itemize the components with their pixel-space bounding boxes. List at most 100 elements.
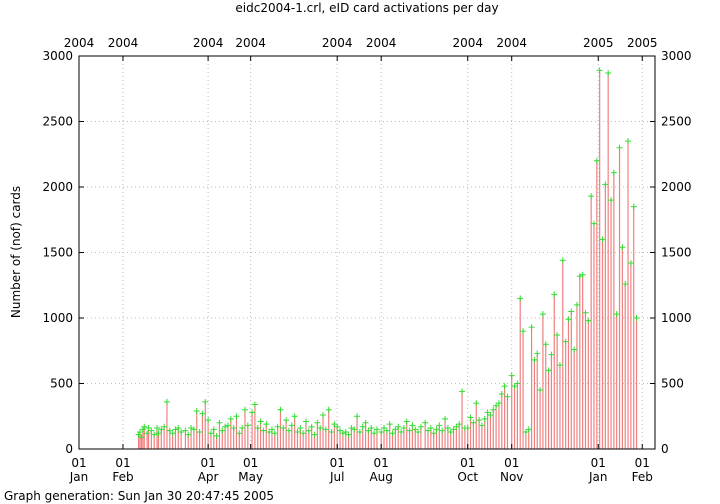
x-tick-label-year: 2004 [193,36,224,50]
data-point [464,425,471,432]
data-point [398,428,405,435]
grid-lines [79,56,655,449]
data-point [138,434,145,441]
data-point [481,415,488,422]
data-point [172,426,179,433]
data-point [542,341,549,348]
x-tick-label-day: 01 [374,456,389,470]
data-point [422,419,429,426]
data-point [141,423,148,430]
data-point [196,428,203,435]
data-point [144,430,151,437]
data-point [154,425,161,432]
y-tick-label-right: 1000 [661,311,692,325]
data-point [219,427,226,434]
data-point [213,432,220,439]
data-point [288,422,295,429]
data-point [427,425,434,432]
x-tick-label-day: 01 [243,456,258,470]
x-tick-label-year: 2004 [108,36,139,50]
data-point [155,430,162,437]
data-point [348,425,355,432]
data-point [582,309,589,316]
data-point [444,425,451,432]
x-tick-label-month: Jan [588,470,608,484]
y-tick-label-right: 2000 [661,180,692,194]
data-point [406,427,413,434]
y-tick-label-right: 3000 [661,49,692,63]
data-point [188,425,195,432]
data-point [320,411,327,418]
data-point [373,426,380,433]
data-point [525,426,532,433]
data-point [403,418,410,425]
data-point [467,414,474,421]
data-point [317,425,324,432]
data-point [137,428,144,435]
data-point [285,427,292,434]
data-point [531,356,538,363]
data-point [630,203,637,210]
data-point [602,181,609,188]
data-point [490,406,497,413]
data-point [236,430,243,437]
data-point [610,169,617,176]
x-tick-label-day: 01 [115,456,130,470]
data-point [139,426,146,433]
data-point [202,398,209,405]
x-tick-label-day: 01 [71,456,86,470]
y-tick-label-left: 3000 [42,49,73,63]
data-point [190,426,197,433]
data-point [230,425,237,432]
data-point [433,426,440,433]
data-point [613,311,620,318]
data-point [633,315,640,321]
data-point [224,422,231,429]
data-point [371,430,378,437]
data-point [161,423,168,430]
data-point [300,430,307,437]
data-point [539,311,546,318]
y-tick-label-right: 1500 [661,246,692,260]
data-point [417,423,424,430]
data-point [453,423,460,430]
data-point [331,421,338,428]
data-point [616,144,623,151]
data-point [378,428,385,435]
data-point [498,390,505,397]
data-point [263,421,270,428]
x-tick-label-day: 01 [591,456,606,470]
data-point [559,257,566,264]
x-tick-label-year: 2004 [496,36,527,50]
data-point [345,431,352,438]
data-point [386,421,393,428]
data-point [175,425,182,432]
data-point [339,430,346,437]
data-point [599,236,606,243]
data-point [585,317,592,324]
data-point [568,308,575,315]
data-point [571,346,578,353]
x-tick-label-year: 2004 [64,36,95,50]
data-point [222,423,229,430]
data-point [383,427,390,434]
data-point [590,220,597,227]
data-point [178,428,185,435]
data-point [207,430,214,437]
data-point [158,426,165,433]
data-point [257,418,264,425]
x-tick-label-year: 2004 [235,36,266,50]
data-point [622,280,629,287]
data-point [305,427,312,434]
data-point [619,244,626,251]
data-point [283,417,290,424]
data-point [514,380,521,387]
data-point [199,410,206,417]
data-point [412,426,419,433]
data-point [193,408,200,415]
x-tick-label-year: 2004 [452,36,483,50]
data-point [311,431,318,438]
x-tick-label-month: Aug [369,470,392,484]
data-point [216,419,223,426]
